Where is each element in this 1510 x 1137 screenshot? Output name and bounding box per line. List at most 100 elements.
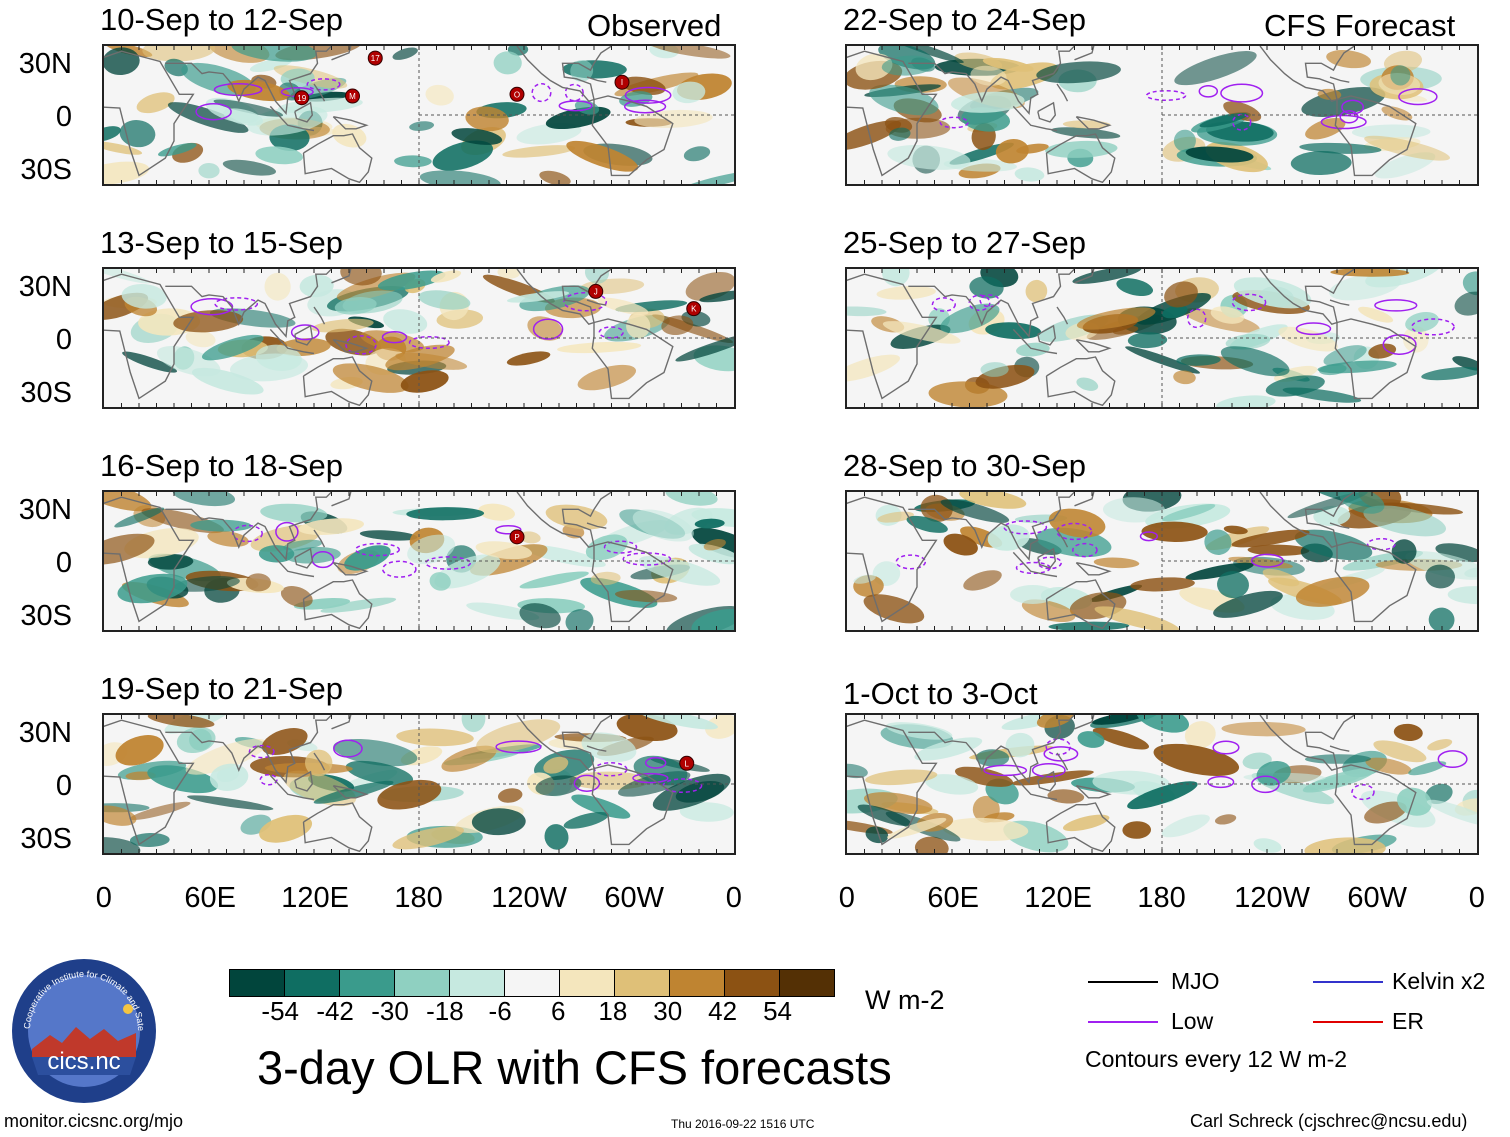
storm-marker: 17	[367, 50, 383, 66]
low-contour	[622, 552, 672, 566]
olr-anomaly-blob	[1282, 387, 1362, 403]
colorbar-swatch	[780, 970, 834, 996]
olr-anomaly-blob	[648, 46, 731, 59]
olr-anomaly-blob	[451, 128, 503, 145]
olr-anomaly-blob	[1005, 732, 1035, 758]
olr-anomaly-blob	[570, 59, 594, 82]
olr-anomaly-blob	[406, 507, 485, 521]
coastline	[269, 551, 315, 578]
olr-anomaly-blob	[1374, 152, 1436, 179]
storm-marker: 19	[294, 90, 310, 106]
olr-anomaly-blob	[409, 121, 435, 131]
olr-anomaly-blob	[975, 749, 1010, 767]
colorbar-tick-label: 18	[598, 996, 628, 1026]
colorbar-swatch	[395, 970, 450, 996]
coastline	[1259, 715, 1355, 772]
lon-tick-label: 0	[95, 882, 112, 914]
low-contour	[573, 774, 601, 792]
logo-text: cics.nc	[47, 1048, 120, 1075]
olr-anomaly-blob	[201, 334, 264, 361]
olr-anomaly-blob	[847, 763, 868, 779]
olr-anomaly-blob	[1323, 345, 1367, 366]
low-contour	[1232, 113, 1252, 131]
olr-anomaly-blob	[1452, 356, 1477, 371]
olr-anomaly-blob	[1256, 761, 1291, 786]
lon-tick-label: 180	[1137, 882, 1186, 914]
olr-anomaly-blob	[545, 504, 608, 530]
olr-anomaly-blob	[104, 805, 137, 826]
olr-anomaly-blob	[207, 530, 249, 547]
colorbar-tick-label: 42	[708, 996, 738, 1026]
olr-anomaly-blob	[635, 715, 718, 730]
colorbar-tick-label: 6	[550, 996, 566, 1026]
coastline	[313, 752, 326, 771]
panel-title-fc-4: 1-Oct to 3-Oct	[843, 676, 1038, 711]
olr-anomaly-blob	[882, 321, 961, 344]
olr-anomaly-blob	[174, 576, 240, 592]
olr-anomaly-blob	[430, 270, 462, 283]
coastline	[1037, 101, 1057, 123]
olr-anomaly-blob	[332, 123, 367, 148]
chart-title: 3-day OLR with CFS forecasts	[257, 1041, 892, 1094]
olr-anomaly-blob	[876, 285, 936, 300]
olr-anomaly-blob	[136, 92, 175, 114]
olr-anomaly-blob	[245, 573, 271, 592]
olr-anomaly-blob	[1092, 770, 1170, 795]
olr-anomaly-blob	[519, 531, 541, 544]
olr-anomaly-blob	[1063, 814, 1110, 832]
olr-anomaly-blob	[1329, 273, 1402, 301]
olr-anomaly-blob	[951, 91, 1025, 113]
lat-tick-label: 30S	[20, 377, 72, 409]
coastline	[1334, 541, 1417, 623]
footer-url[interactable]: monitor.cicsnc.org/mjo	[4, 1111, 184, 1131]
low-contour	[1003, 520, 1048, 535]
low-contour	[564, 83, 584, 102]
coastline	[104, 50, 195, 177]
storm-label: 19	[297, 94, 306, 103]
coastline	[269, 774, 315, 801]
olr-map-svg: L	[104, 715, 734, 853]
legend-kelvin-line	[1313, 981, 1383, 983]
low-contour	[424, 556, 472, 570]
olr-anomaly-blob	[688, 543, 734, 565]
olr-anomaly-blob	[940, 499, 1010, 523]
olr-anomaly-blob	[1294, 529, 1373, 561]
colorbar-swatch	[725, 970, 780, 996]
olr-anomaly-blob	[566, 140, 639, 172]
coastline	[1075, 339, 1112, 353]
lat-tick-label: 30S	[20, 600, 72, 632]
olr-anomaly-blob	[1358, 306, 1394, 323]
olr-anomaly-blob	[434, 554, 501, 589]
colorbar-swatch	[670, 970, 725, 996]
olr-anomaly-blob	[1405, 551, 1477, 580]
coastline	[331, 269, 352, 284]
olr-anomaly-blob	[987, 524, 1030, 551]
olr-anomaly-blob	[1184, 721, 1216, 749]
olr-anomaly-blob	[1072, 269, 1142, 284]
olr-anomaly-blob	[1221, 721, 1306, 737]
storm-marker: J	[588, 283, 604, 299]
olr-anomaly-blob	[1427, 739, 1453, 751]
olr-anomaly-blob	[675, 333, 734, 362]
colorbar	[229, 969, 835, 997]
coastline	[1329, 745, 1350, 752]
olr-anomaly-blob	[563, 812, 609, 829]
olr-anomaly-blob	[980, 362, 1009, 377]
olr-anomaly-blob	[1076, 307, 1156, 330]
colorbar-swatch	[450, 970, 505, 996]
olr-anomaly-blob	[147, 715, 215, 728]
colorbar-swatch	[560, 970, 615, 996]
lon-tick-label: 60E	[184, 882, 236, 914]
low-contour	[558, 100, 593, 112]
olr-anomaly-blob	[461, 715, 486, 733]
olr-anomaly-blob	[1164, 281, 1198, 308]
olr-anomaly-blob	[584, 269, 610, 284]
olr-anomaly-blob	[425, 84, 454, 106]
olr-anomaly-blob	[167, 102, 249, 133]
colorbar-tick-label: -6	[488, 996, 512, 1026]
olr-anomaly-blob	[222, 159, 276, 176]
forecast-tag: CFS Forecast	[1264, 8, 1456, 43]
coastline	[1045, 802, 1116, 853]
olr-anomaly-blob	[115, 735, 164, 766]
olr-anomaly-blob	[1363, 505, 1446, 537]
